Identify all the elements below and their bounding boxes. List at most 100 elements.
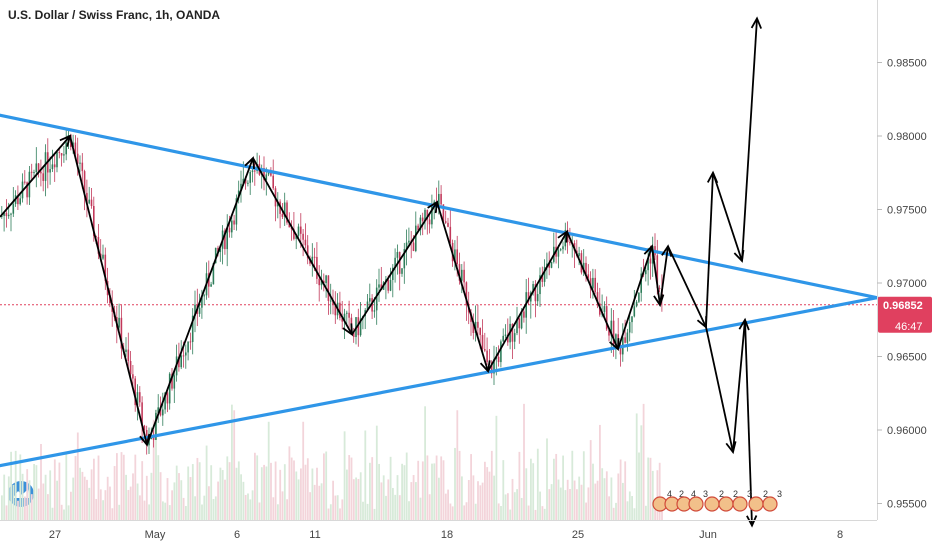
volume-bar — [355, 477, 357, 520]
volume-bar — [329, 504, 332, 520]
volume-bar — [263, 464, 265, 520]
candle-body — [559, 249, 562, 251]
swing-arrow[interactable] — [566, 231, 619, 350]
volume-bar — [311, 468, 314, 520]
volume-bar — [152, 419, 155, 520]
swing-arrow[interactable] — [667, 245, 707, 328]
volume-bar — [196, 457, 199, 520]
volume-bar — [449, 503, 452, 520]
price-tick-label: 0.97000 — [887, 278, 927, 290]
candle-body — [171, 373, 173, 389]
volume-bar — [3, 474, 6, 520]
volume-bar — [187, 466, 190, 520]
swing-arrow[interactable] — [436, 201, 489, 372]
swing-arrow[interactable] — [651, 246, 661, 306]
volume-bar — [323, 453, 325, 520]
calendar-flag-icon[interactable] — [688, 496, 704, 512]
volume-bar — [300, 468, 302, 520]
swing-arrow[interactable] — [0, 135, 71, 218]
candle-body — [428, 219, 431, 225]
swing-arrow[interactable] — [659, 246, 669, 306]
volume-bar — [53, 459, 56, 520]
volume-bar — [431, 463, 433, 520]
volume-bar — [412, 475, 415, 520]
candle-body — [313, 256, 316, 258]
calendar-flag-icon[interactable] — [718, 496, 734, 512]
volume-bar — [472, 475, 475, 520]
volume-bar — [157, 455, 160, 520]
swing-arrows — [0, 16, 762, 528]
swing-arrow[interactable] — [252, 157, 353, 335]
calendar-flag-icon[interactable] — [762, 496, 778, 512]
swing-arrow[interactable] — [741, 18, 758, 262]
volume-bar — [426, 455, 429, 520]
candle-body — [502, 335, 504, 342]
volume-bar — [385, 495, 387, 520]
volume-bar — [72, 477, 75, 520]
swing-arrow[interactable] — [69, 135, 148, 445]
volume-bar — [658, 462, 661, 520]
volume-bar — [254, 452, 256, 520]
volume-bar — [141, 461, 144, 520]
candle-body — [520, 311, 523, 329]
volume-bar — [594, 483, 597, 520]
bearish-arrow[interactable] — [744, 319, 753, 526]
date-tick-label: 11 — [309, 529, 320, 541]
swing-arrow[interactable] — [712, 172, 743, 262]
volume-bar — [585, 502, 587, 520]
volume-bar — [578, 476, 581, 520]
candle-body — [297, 226, 300, 236]
volume-bar — [318, 485, 321, 520]
candle-body — [76, 153, 79, 164]
candle-body — [141, 402, 143, 426]
price-tick-label: 0.96500 — [887, 352, 927, 364]
volume-bar — [97, 455, 100, 520]
candle-body — [5, 212, 8, 217]
volume-bar — [235, 467, 238, 520]
bearish-arrow[interactable] — [732, 319, 746, 453]
volume-bar — [467, 480, 470, 520]
volume-bar — [509, 509, 512, 520]
candle-body — [394, 257, 396, 268]
volume-bar — [219, 467, 222, 520]
calendar-flag-icon[interactable] — [748, 496, 764, 512]
volume-bar — [290, 457, 293, 520]
swing-arrow[interactable] — [705, 172, 714, 328]
volume-bar — [7, 476, 10, 520]
swing-arrow[interactable] — [617, 245, 653, 350]
volume-bar — [562, 455, 564, 520]
candle-body — [63, 154, 65, 156]
calendar-flag-icon[interactable] — [732, 496, 748, 512]
candle-body — [90, 199, 93, 207]
candle-body — [421, 217, 424, 221]
candle-body — [635, 301, 638, 307]
candle-body — [539, 275, 541, 295]
candle-body — [415, 225, 417, 251]
volume-bar — [548, 489, 551, 520]
candle-body — [419, 217, 422, 231]
candle-body — [444, 221, 447, 223]
candle-body — [318, 278, 320, 286]
volume-bar — [171, 490, 173, 520]
volume-bar — [364, 430, 367, 520]
candle-body — [10, 213, 12, 215]
candle-body — [412, 242, 415, 251]
bearish-arrow[interactable] — [705, 326, 734, 453]
candle-body — [373, 310, 376, 312]
volume-bar — [375, 425, 378, 520]
volume-bar — [122, 454, 125, 520]
swing-arrow[interactable] — [487, 231, 568, 372]
volume-bar — [258, 502, 261, 520]
candle-body — [49, 169, 51, 173]
volume-bar — [334, 495, 337, 520]
calendar-flag-icon[interactable] — [704, 496, 720, 512]
candle-body — [265, 174, 268, 181]
volume-bar — [74, 456, 77, 520]
candle-body — [185, 352, 187, 356]
swing-arrow[interactable] — [351, 201, 438, 335]
volume-bar — [28, 480, 31, 520]
swing-arrow[interactable] — [146, 157, 254, 446]
volume-bar — [589, 440, 592, 520]
candle-body — [235, 198, 238, 225]
